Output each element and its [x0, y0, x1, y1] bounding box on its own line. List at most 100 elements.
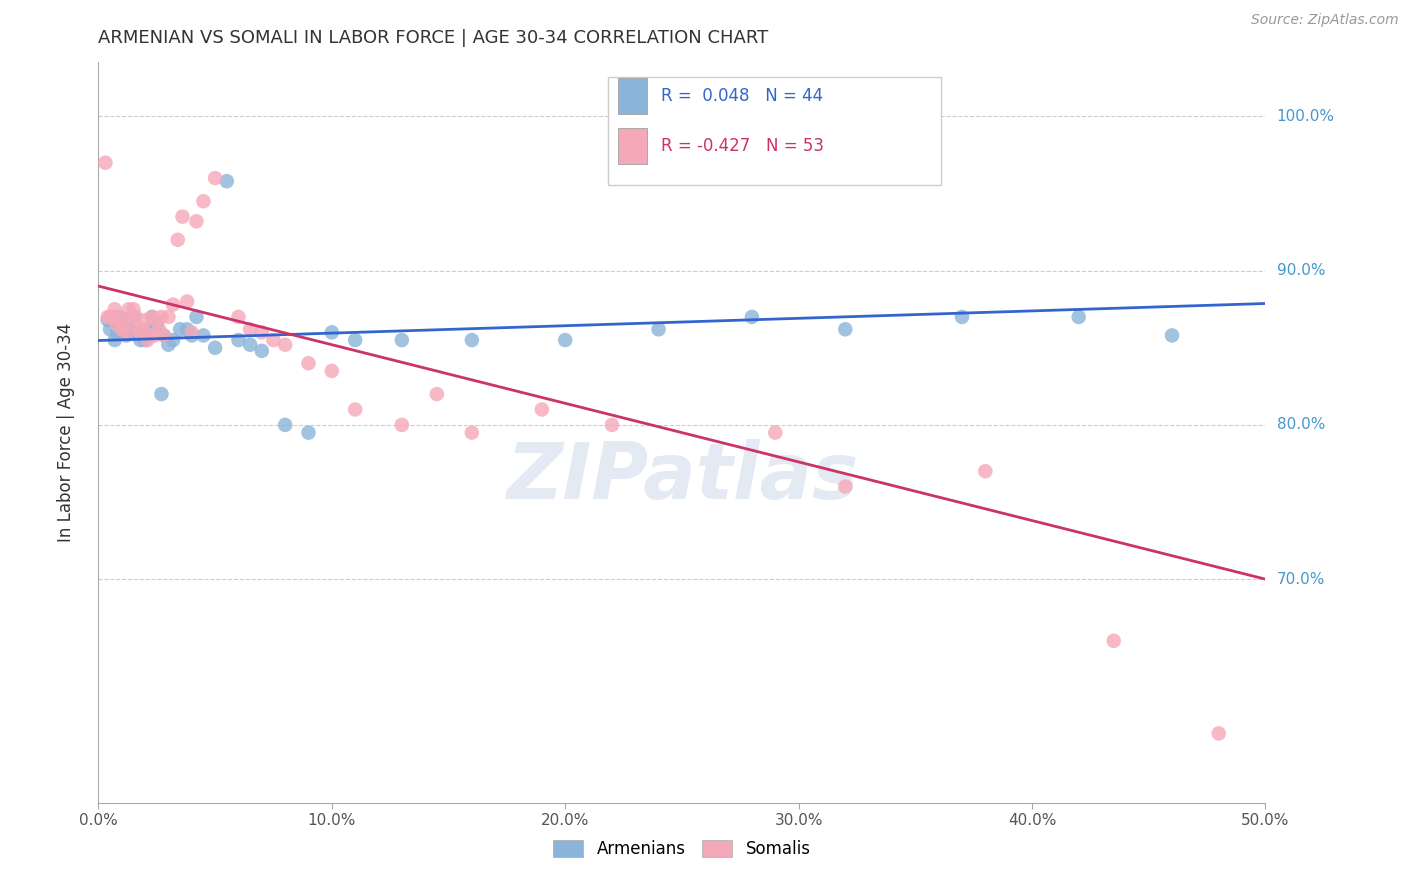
- Point: [834, 480, 856, 494]
- Point: [180, 326, 202, 340]
- Point: [426, 387, 449, 401]
- Text: 90.0%: 90.0%: [1277, 263, 1324, 278]
- Point: [461, 425, 484, 440]
- Point: [461, 333, 484, 347]
- Point: [104, 333, 127, 347]
- Text: R = -0.427   N = 53: R = -0.427 N = 53: [661, 137, 824, 155]
- Point: [108, 310, 131, 324]
- Point: [176, 294, 198, 309]
- Point: [146, 318, 169, 332]
- Point: [180, 328, 202, 343]
- Point: [134, 313, 156, 327]
- Point: [391, 333, 413, 347]
- Point: [141, 310, 163, 324]
- Point: [600, 417, 623, 432]
- Point: [834, 322, 856, 336]
- Point: [250, 326, 273, 340]
- Point: [239, 322, 262, 336]
- Point: [101, 310, 124, 324]
- Point: [97, 310, 120, 324]
- Point: [150, 310, 173, 324]
- Point: [950, 310, 973, 324]
- Point: [321, 326, 343, 340]
- Point: [321, 364, 343, 378]
- Point: [186, 310, 208, 324]
- Point: [115, 328, 138, 343]
- Point: [139, 322, 162, 336]
- Point: [239, 337, 262, 351]
- Point: [148, 322, 170, 336]
- Point: [228, 333, 250, 347]
- Point: [741, 310, 763, 324]
- Point: [1102, 633, 1125, 648]
- Point: [554, 333, 576, 347]
- Point: [125, 310, 148, 324]
- Point: [157, 310, 180, 324]
- Point: [127, 322, 149, 336]
- Text: Source: ZipAtlas.com: Source: ZipAtlas.com: [1251, 13, 1399, 28]
- Text: ZIPatlas: ZIPatlas: [506, 439, 858, 515]
- Point: [111, 322, 134, 336]
- Point: [129, 333, 152, 347]
- Point: [152, 328, 174, 343]
- Point: [134, 333, 156, 347]
- Text: ARMENIAN VS SOMALI IN LABOR FORCE | AGE 30-34 CORRELATION CHART: ARMENIAN VS SOMALI IN LABOR FORCE | AGE …: [98, 29, 769, 47]
- Point: [122, 302, 145, 317]
- Point: [169, 322, 191, 336]
- Point: [228, 310, 250, 324]
- Point: [186, 214, 208, 228]
- Point: [215, 174, 238, 188]
- Point: [1161, 328, 1184, 343]
- Point: [129, 326, 152, 340]
- Point: [344, 333, 367, 347]
- Point: [115, 326, 138, 340]
- Point: [132, 328, 155, 343]
- Point: [125, 326, 148, 340]
- Text: 100.0%: 100.0%: [1277, 109, 1334, 124]
- Text: 70.0%: 70.0%: [1277, 572, 1324, 587]
- Point: [120, 310, 142, 324]
- Point: [150, 387, 173, 401]
- Point: [1208, 726, 1230, 740]
- Point: [157, 337, 180, 351]
- Point: [98, 310, 121, 324]
- Point: [974, 464, 997, 478]
- Text: 80.0%: 80.0%: [1277, 417, 1324, 433]
- Y-axis label: In Labor Force | Age 30-34: In Labor Force | Age 30-34: [56, 323, 75, 542]
- FancyBboxPatch shape: [617, 128, 647, 164]
- Point: [176, 322, 198, 336]
- Point: [274, 337, 297, 351]
- Point: [141, 310, 163, 324]
- Point: [105, 326, 128, 340]
- Point: [122, 310, 145, 324]
- Point: [94, 155, 117, 169]
- Point: [1067, 310, 1090, 324]
- Point: [104, 302, 127, 317]
- Point: [143, 328, 166, 343]
- Point: [530, 402, 553, 417]
- Point: [162, 333, 184, 347]
- Point: [204, 341, 226, 355]
- Point: [250, 343, 273, 358]
- Point: [97, 313, 120, 327]
- Point: [297, 425, 319, 440]
- Point: [112, 318, 135, 332]
- Point: [132, 322, 155, 336]
- Point: [391, 417, 413, 432]
- Point: [146, 313, 169, 327]
- Point: [344, 402, 367, 417]
- Point: [101, 310, 124, 324]
- Point: [262, 333, 284, 347]
- Point: [204, 171, 226, 186]
- Point: [166, 233, 188, 247]
- Legend: Armenians, Somalis: Armenians, Somalis: [547, 833, 817, 865]
- Point: [162, 297, 184, 311]
- Point: [193, 194, 215, 209]
- Text: R =  0.048   N = 44: R = 0.048 N = 44: [661, 87, 823, 104]
- Point: [118, 322, 141, 336]
- Point: [108, 310, 131, 324]
- Point: [111, 318, 134, 332]
- Point: [647, 322, 669, 336]
- Point: [193, 328, 215, 343]
- FancyBboxPatch shape: [617, 78, 647, 113]
